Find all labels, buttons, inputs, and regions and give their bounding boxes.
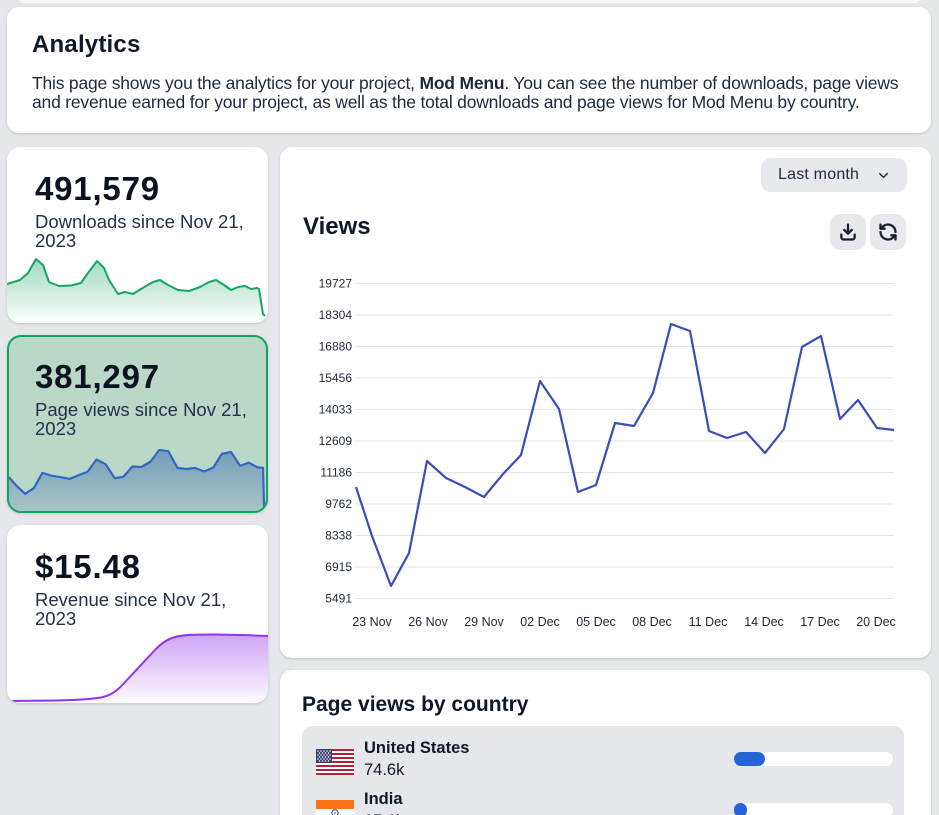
svg-text:14 Dec: 14 Dec xyxy=(744,615,784,629)
svg-text:11186: 11186 xyxy=(320,466,352,480)
svg-text:26 Nov: 26 Nov xyxy=(408,615,448,629)
svg-text:17 Dec: 17 Dec xyxy=(800,615,840,629)
svg-text:20 Dec: 20 Dec xyxy=(856,615,896,629)
svg-text:8338: 8338 xyxy=(325,529,352,543)
svg-text:12609: 12609 xyxy=(319,434,353,448)
svg-text:6915: 6915 xyxy=(325,560,352,574)
svg-text:5491: 5491 xyxy=(325,592,352,606)
svg-text:23 Nov: 23 Nov xyxy=(352,615,392,629)
svg-text:19727: 19727 xyxy=(319,277,353,291)
svg-text:11 Dec: 11 Dec xyxy=(689,615,728,629)
svg-text:05 Dec: 05 Dec xyxy=(576,615,616,629)
svg-text:15456: 15456 xyxy=(319,371,353,385)
svg-text:29 Nov: 29 Nov xyxy=(464,615,504,629)
svg-text:9762: 9762 xyxy=(325,497,352,511)
svg-text:18304: 18304 xyxy=(319,308,353,322)
svg-text:02 Dec: 02 Dec xyxy=(520,615,560,629)
svg-text:08 Dec: 08 Dec xyxy=(632,615,672,629)
svg-text:16880: 16880 xyxy=(319,340,353,354)
svg-text:14033: 14033 xyxy=(319,403,353,417)
